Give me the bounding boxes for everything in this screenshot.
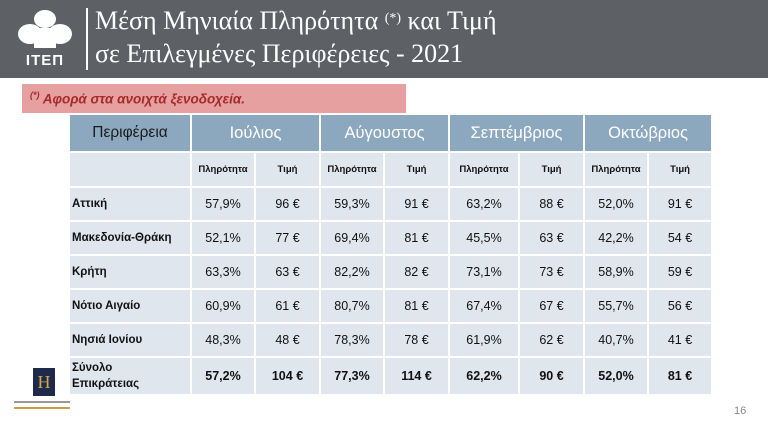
table-cell: 61 € bbox=[254, 288, 321, 324]
occupancy-price-table: Περιφέρεια Ιούλιος Αύγουστος Σεπτέμβριος… bbox=[68, 113, 714, 396]
table-cell: 59,3% bbox=[319, 186, 385, 222]
table-cell: 91 € bbox=[647, 186, 714, 222]
subheader-price: Τιμή bbox=[647, 151, 714, 188]
logo-line bbox=[14, 407, 70, 409]
logo-text: ΙΤΕΠ bbox=[25, 52, 65, 69]
table-cell: 42,2% bbox=[583, 220, 650, 256]
total-cell: 104 € bbox=[254, 356, 321, 396]
table-header-row: Περιφέρεια Ιούλιος Αύγουστος Σεπτέμβριος… bbox=[68, 113, 714, 153]
table-cell: 55,7% bbox=[583, 288, 650, 324]
table-cell: 69,4% bbox=[319, 220, 385, 256]
total-label-line1: Σύνολο bbox=[72, 362, 113, 374]
footnote-text: (*) Αφορά στα ανοιχτά ξενοδοχεία. bbox=[30, 90, 245, 107]
table-cell: 45,5% bbox=[448, 220, 521, 256]
total-label: Σύνολο Επικράτειας bbox=[68, 356, 192, 396]
region-name: Νότιο Αιγαίο bbox=[68, 288, 192, 324]
table-row: Μακεδονία-Θράκη 52,1% 77 € 69,4% 81 € 45… bbox=[68, 220, 714, 256]
table-cell: 40,7% bbox=[583, 322, 650, 358]
table-cell: 41 € bbox=[647, 322, 714, 358]
table-cell: 82,2% bbox=[319, 254, 385, 290]
table-cell: 91 € bbox=[382, 186, 451, 222]
logo-line bbox=[14, 401, 70, 403]
hotel-chamber-logo: H bbox=[14, 368, 70, 420]
table-cell: 67 € bbox=[518, 288, 586, 324]
footnote-box: (*) Αφορά στα ανοιχτά ξενοδοχεία. bbox=[22, 84, 406, 113]
title-line2: σε Επιλεγμένες Περιφέρειες - 2021 bbox=[95, 39, 464, 68]
total-cell: 114 € bbox=[382, 356, 451, 396]
table-cell: 62 € bbox=[518, 322, 586, 358]
hotel-logo-icon: H bbox=[33, 368, 55, 396]
table-cell: 61,9% bbox=[448, 322, 521, 358]
subheader-empty bbox=[68, 151, 192, 188]
subheader-price: Τιμή bbox=[518, 151, 586, 188]
table-cell: 73 € bbox=[518, 254, 586, 290]
footnote-label: Αφορά στα ανοιχτά ξενοδοχεία. bbox=[42, 91, 245, 107]
table-cell: 58,9% bbox=[583, 254, 650, 290]
table-total-row: Σύνολο Επικράτειας 57,2% 104 € 77,3% 114 … bbox=[68, 356, 714, 396]
subheader-price: Τιμή bbox=[382, 151, 451, 188]
table-subheader-row: Πληρότητα Τιμή Πληρότητα Τιμή Πληρότητα … bbox=[68, 151, 714, 188]
footnote-mark: (*) bbox=[30, 90, 40, 100]
table-cell: 67,4% bbox=[448, 288, 521, 324]
total-cell: 90 € bbox=[518, 356, 586, 396]
total-cell: 57,2% bbox=[190, 356, 256, 396]
itep-logo-icon bbox=[18, 10, 72, 48]
subheader-occupancy: Πληρότητα bbox=[583, 151, 650, 188]
region-name: Αττική bbox=[68, 186, 192, 222]
table-cell: 59 € bbox=[647, 254, 714, 290]
table-row: Νότιο Αιγαίο 60,9% 61 € 80,7% 81 € 67,4%… bbox=[68, 288, 714, 324]
region-name: Κρήτη bbox=[68, 254, 192, 290]
table-cell: 82 € bbox=[382, 254, 451, 290]
table-cell: 81 € bbox=[382, 220, 451, 256]
table-cell: 57,9% bbox=[190, 186, 256, 222]
table-cell: 63 € bbox=[518, 220, 586, 256]
table-cell: 96 € bbox=[254, 186, 321, 222]
total-cell: 81 € bbox=[647, 356, 714, 396]
subheader-occupancy: Πληρότητα bbox=[448, 151, 521, 188]
table-cell: 48 € bbox=[254, 322, 321, 358]
table-cell: 56 € bbox=[647, 288, 714, 324]
month-header: Ιούλιος bbox=[190, 113, 321, 153]
month-header: Σεπτέμβριος bbox=[448, 113, 586, 153]
table-row: Κρήτη 63,3% 63 € 82,2% 82 € 73,1% 73 € 5… bbox=[68, 254, 714, 290]
table-cell: 80,7% bbox=[319, 288, 385, 324]
slide-header: ΙΤΕΠ Μέση Μηνιαία Πληρότητα (*) και Τιμή… bbox=[0, 0, 768, 78]
table-cell: 73,1% bbox=[448, 254, 521, 290]
table-cell: 63,2% bbox=[448, 186, 521, 222]
table-cell: 78,3% bbox=[319, 322, 385, 358]
table-cell: 48,3% bbox=[190, 322, 256, 358]
subheader-occupancy: Πληρότητα bbox=[319, 151, 385, 188]
title-footnote-mark: (*) bbox=[384, 11, 402, 26]
region-name: Νησιά Ιονίου bbox=[68, 322, 192, 358]
subheader-price: Τιμή bbox=[254, 151, 321, 188]
table-cell: 54 € bbox=[647, 220, 714, 256]
total-label-line2: Επικράτειας bbox=[72, 378, 140, 390]
month-header: Αύγουστος bbox=[318, 113, 451, 153]
table-cell: 88 € bbox=[518, 186, 586, 222]
itep-logo: ΙΤΕΠ bbox=[8, 8, 82, 72]
table-row: Αττική 57,9% 96 € 59,3% 91 € 63,2% 88 € … bbox=[68, 186, 714, 222]
subheader-occupancy: Πληρότητα bbox=[190, 151, 256, 188]
total-cell: 77,3% bbox=[319, 356, 385, 396]
table-cell: 78 € bbox=[382, 322, 451, 358]
title-line1-rest: και Τιμή bbox=[407, 6, 497, 35]
table-cell: 77 € bbox=[254, 220, 321, 256]
month-header: Οκτώβριος bbox=[583, 113, 714, 153]
table-cell: 60,9% bbox=[190, 288, 256, 324]
region-header: Περιφέρεια bbox=[68, 113, 192, 153]
slide-title: Μέση Μηνιαία Πληρότητα (*) και Τιμή σε Ε… bbox=[95, 4, 497, 70]
table-cell: 52,0% bbox=[583, 186, 650, 222]
table-cell: 63,3% bbox=[190, 254, 256, 290]
header-divider bbox=[86, 8, 88, 70]
total-cell: 62,2% bbox=[448, 356, 521, 396]
table-cell: 81 € bbox=[382, 288, 451, 324]
page-number: 16 bbox=[734, 405, 747, 417]
title-line1: Μέση Μηνιαία Πληρότητα bbox=[95, 6, 379, 35]
total-cell: 52,0% bbox=[583, 356, 650, 396]
region-name: Μακεδονία-Θράκη bbox=[68, 220, 192, 256]
table-cell: 63 € bbox=[254, 254, 321, 290]
table-cell: 52,1% bbox=[190, 220, 256, 256]
table-row: Νησιά Ιονίου 48,3% 48 € 78,3% 78 € 61,9%… bbox=[68, 322, 714, 358]
